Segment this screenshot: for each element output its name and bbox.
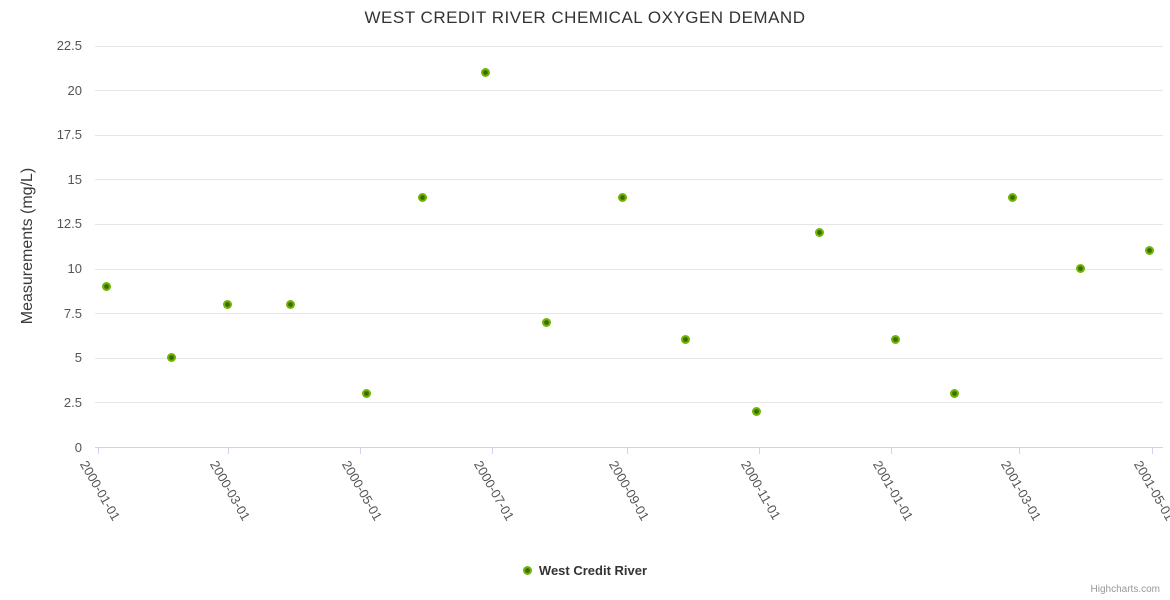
gridline — [95, 402, 1163, 404]
data-point[interactable] — [680, 335, 690, 345]
x-axis-tick — [1151, 448, 1153, 454]
x-axis-tick — [891, 448, 893, 454]
x-axis-tick — [1019, 448, 1021, 454]
gridline — [95, 134, 1163, 136]
data-point[interactable] — [1075, 264, 1085, 274]
data-point[interactable] — [617, 192, 627, 202]
legend-label: West Credit River — [538, 563, 648, 578]
gridline — [95, 179, 1163, 181]
legend-item-west-credit-river[interactable]: West Credit River — [522, 563, 648, 578]
x-axis-label: 2000-11-01 — [738, 458, 784, 523]
data-point[interactable] — [418, 192, 428, 202]
x-axis-tick — [759, 448, 761, 454]
x-axis-tick — [626, 448, 628, 454]
x-axis-label: 2001-01-01 — [870, 458, 917, 524]
data-point[interactable] — [949, 388, 959, 398]
gridline — [95, 90, 1163, 92]
x-axis-label: 2000-01-01 — [76, 458, 123, 524]
data-point[interactable] — [101, 281, 111, 291]
data-point[interactable] — [1144, 246, 1154, 256]
y-axis-label: 22.5 — [56, 38, 82, 53]
x-axis-tick — [492, 448, 494, 454]
data-point[interactable] — [541, 317, 551, 327]
gridline — [95, 357, 1163, 359]
x-axis-label: 2000-07-01 — [471, 458, 518, 524]
y-axis-label: 0 — [74, 439, 82, 455]
x-axis-tick — [227, 448, 229, 454]
gridline — [95, 45, 1163, 47]
x-axis-label: 2001-03-01 — [998, 458, 1045, 524]
credits-link[interactable]: Highcharts.com — [1090, 584, 1160, 595]
y-axis-label: 2.5 — [63, 394, 82, 410]
gridline — [95, 268, 1163, 270]
data-point[interactable] — [286, 299, 296, 309]
gridline — [95, 313, 1163, 315]
data-point[interactable] — [891, 335, 901, 345]
series-marker-icon — [522, 566, 532, 575]
data-point[interactable] — [752, 406, 762, 416]
x-axis-tick — [97, 448, 99, 454]
x-axis-line — [95, 447, 1163, 448]
data-point[interactable] — [481, 67, 491, 77]
data-point[interactable] — [361, 388, 371, 398]
y-axis-label: 17.5 — [56, 127, 82, 143]
y-axis-label: 5 — [74, 350, 82, 366]
data-point[interactable] — [223, 299, 233, 309]
data-point[interactable] — [815, 228, 825, 238]
gridline — [95, 223, 1163, 225]
chart-title: WEST CREDIT RIVER CHEMICAL OXYGEN DEMAND — [364, 8, 806, 27]
x-axis-label: 2000-03-01 — [206, 458, 253, 524]
y-axis-label: 15 — [67, 171, 82, 187]
x-axis-label: 2001-05-01 — [1130, 458, 1170, 524]
legend: West Credit River — [0, 563, 1170, 578]
y-axis-label: 12.5 — [56, 216, 82, 232]
data-point[interactable] — [1008, 192, 1018, 202]
x-axis-label: 2000-05-01 — [338, 458, 386, 524]
data-point[interactable] — [166, 353, 176, 363]
y-axis-label: 10 — [67, 261, 82, 277]
x-axis-tick — [359, 448, 361, 454]
y-axis-label: 7.5 — [63, 305, 82, 321]
y-axis-label: 20 — [67, 82, 82, 98]
x-axis-label: 2000-09-01 — [605, 458, 652, 524]
